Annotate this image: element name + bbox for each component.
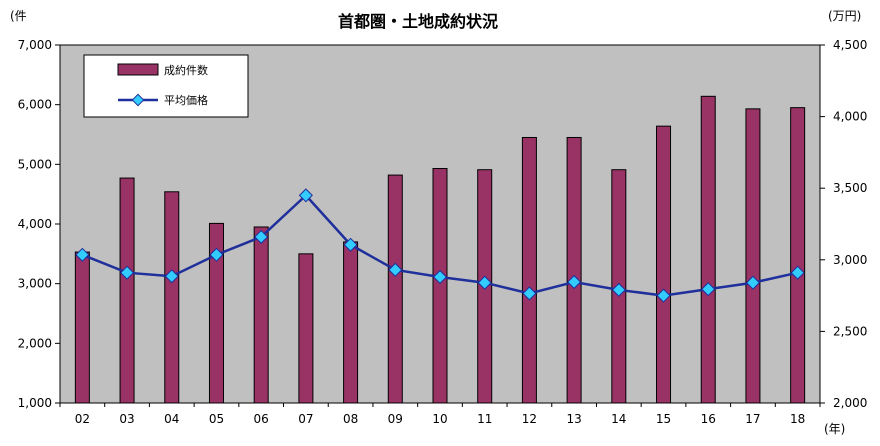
right-axis-tick-label: 3,000 xyxy=(833,253,867,267)
price-point-11 xyxy=(477,275,492,290)
legend: 成約件数 平均価格 xyxy=(83,54,249,118)
right-axis-tick-label: 2,000 xyxy=(833,396,867,410)
bar-03 xyxy=(119,177,135,404)
bar-16 xyxy=(700,95,716,404)
price-point-09 xyxy=(388,262,403,277)
right-axis-unit: (万円) xyxy=(828,9,861,23)
left-axis: 1,000 2,000 3,000 4,000 5,000 6,000 7,000 xyxy=(18,38,60,410)
x-axis-tick-label: 06 xyxy=(254,412,269,426)
bar-10 xyxy=(432,168,448,404)
price-point-03 xyxy=(119,265,135,280)
right-axis-tick-label: 3,500 xyxy=(833,181,867,195)
price-point-07 xyxy=(298,188,313,203)
legend-line-marker xyxy=(131,93,145,107)
bar-17 xyxy=(745,108,761,404)
x-axis: 02 03 04 05 06 07 08 09 10 11 12 13 14 15 16 17 18 xyxy=(59,403,821,426)
bar-13 xyxy=(566,136,582,404)
x-axis-tick-label: 18 xyxy=(790,412,805,426)
price-point-08 xyxy=(343,237,358,252)
price-point-04 xyxy=(164,269,179,284)
x-axis-tick-label: 09 xyxy=(388,412,403,426)
x-axis-tick-label: 11 xyxy=(477,412,492,426)
price-point-10 xyxy=(432,269,448,285)
x-axis-tick-label: 12 xyxy=(522,412,537,426)
x-axis-tick-label: 16 xyxy=(701,412,716,426)
line-series xyxy=(75,188,805,303)
x-axis-tick-label: 04 xyxy=(164,412,179,426)
left-axis-tick-label: 6,000 xyxy=(18,98,52,112)
x-axis-tick-label: 05 xyxy=(209,412,224,426)
x-axis-tick-label: 17 xyxy=(745,412,760,426)
price-point-18 xyxy=(790,265,805,280)
bar-series xyxy=(74,95,806,404)
right-axis: 2,000 2,500 3,000 3,500 4,000 4,500 xyxy=(820,38,867,410)
price-point-15 xyxy=(656,288,671,303)
legend-bar-label: 成約件数 xyxy=(164,63,208,77)
price-point-12 xyxy=(522,286,537,301)
left-axis-tick-label: 4,000 xyxy=(18,217,52,231)
legend-box xyxy=(83,54,249,118)
bar-08 xyxy=(343,241,359,404)
x-axis-tick-label: 14 xyxy=(611,412,626,426)
bar-12 xyxy=(521,136,537,404)
right-axis-tick-label: 4,000 xyxy=(833,110,867,124)
legend-line-label: 平均価格 xyxy=(164,93,208,107)
x-axis-tick-label: 15 xyxy=(656,412,671,426)
x-axis-tick-label: 07 xyxy=(298,412,313,426)
bar-02 xyxy=(74,251,90,404)
left-axis-tick-label: 7,000 xyxy=(18,38,52,52)
price-point-06 xyxy=(254,229,269,244)
price-point-05 xyxy=(209,247,224,262)
left-axis-tick-label: 5,000 xyxy=(18,157,52,171)
chart-title: 首都圏・土地成約状況 xyxy=(338,12,498,31)
price-point-16 xyxy=(701,282,716,297)
left-axis-unit: (件 xyxy=(10,9,27,23)
x-axis-tick-label: 02 xyxy=(75,412,90,426)
price-point-13 xyxy=(567,274,582,290)
bar-18 xyxy=(790,107,806,404)
left-axis-tick-label: 1,000 xyxy=(18,396,52,410)
x-axis-tick-label: 13 xyxy=(566,412,581,426)
x-axis-unit: (年) xyxy=(824,422,845,436)
bar-05 xyxy=(208,222,224,404)
price-point-14 xyxy=(611,282,626,297)
left-axis-tick-label: 3,000 xyxy=(18,277,52,291)
bar-07 xyxy=(298,253,314,404)
bar-04 xyxy=(164,191,180,404)
price-point-02 xyxy=(75,247,90,262)
x-axis-tick-label: 03 xyxy=(119,412,134,426)
x-axis-tick-label: 10 xyxy=(432,412,447,426)
price-point-17 xyxy=(745,275,761,290)
left-axis-tick-label: 2,000 xyxy=(18,336,52,350)
bar-06 xyxy=(253,226,269,404)
right-axis-tick-label: 4,500 xyxy=(833,38,867,52)
right-axis-tick-label: 2,500 xyxy=(833,324,867,338)
legend-bar-swatch xyxy=(117,63,159,76)
bar-15 xyxy=(656,125,672,404)
x-axis-tick-label: 08 xyxy=(343,412,358,426)
bar-09 xyxy=(387,174,403,404)
